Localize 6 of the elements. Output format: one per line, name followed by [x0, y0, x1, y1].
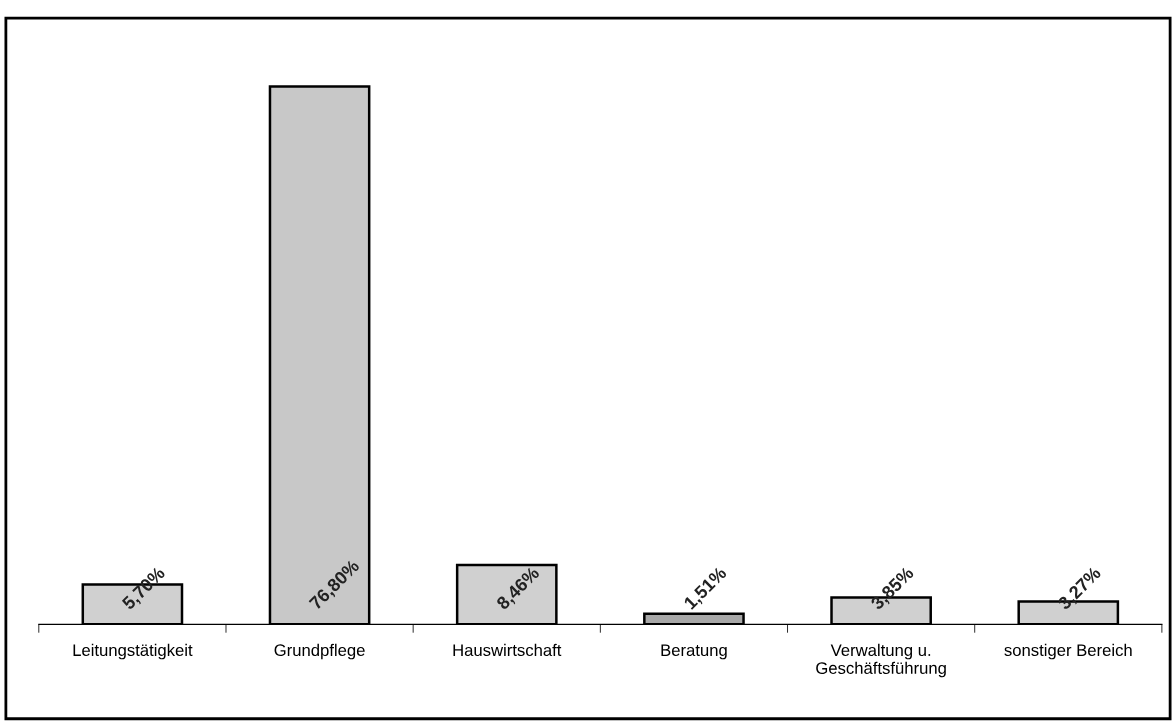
- x-tick-label: Beratung: [661, 644, 727, 660]
- x-tick-label: Verwaltung u. Geschäftsführung: [816, 643, 946, 678]
- x-tick-label: sonstiger Bereich: [1004, 643, 1132, 660]
- x-tick-label: Leitungstätigkeit: [73, 643, 193, 660]
- x-tick-label: Hauswirtschaft: [453, 643, 562, 657]
- x-tick-label: Grundpflege: [274, 643, 365, 660]
